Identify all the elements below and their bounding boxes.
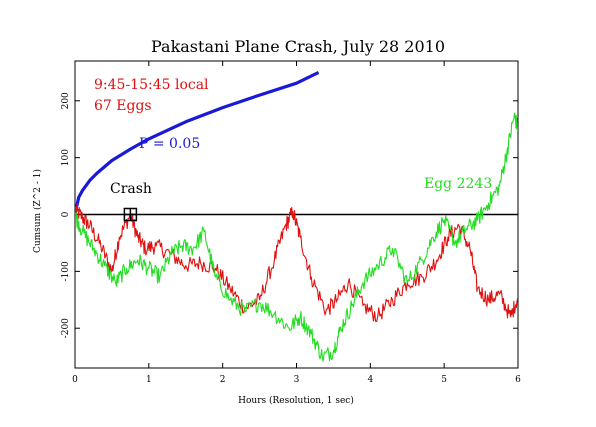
series-line-p-0-05 <box>75 70 320 215</box>
x-tick-label-3: 3 <box>294 375 300 385</box>
annotation-time-window: 9:45-15:45 local <box>94 77 209 93</box>
x-tick-label-6: 6 <box>515 375 521 385</box>
y-tick-label-0: 0 <box>61 211 71 217</box>
y-tick-label-100: 100 <box>61 149 71 166</box>
series-line-egg-2243 <box>75 112 518 362</box>
x-tick-label-2: 2 <box>220 375 226 385</box>
annotation-egg-count: 67 Eggs <box>94 98 152 114</box>
y-tick-label--200: -200 <box>61 318 71 338</box>
series-line-67-eggs <box>75 202 518 323</box>
x-tick-label-5: 5 <box>441 375 447 385</box>
x-axis-label: Hours (Resolution, 1 sec) <box>238 395 354 406</box>
x-tick-label-1: 1 <box>146 375 152 385</box>
y-tick-label-200: 200 <box>61 92 71 109</box>
annotation-event-label: Crash <box>110 181 152 197</box>
annotation-p-value: P = 0.05 <box>139 136 200 152</box>
annotation-egg-label: Egg 2243 <box>424 176 492 192</box>
x-tick-label-0: 0 <box>72 375 78 385</box>
y-tick-label--100: -100 <box>61 261 71 281</box>
x-tick-label-4: 4 <box>367 375 373 385</box>
y-axis-label: Cumsum (Z^2 - 1) <box>32 169 43 253</box>
plot-area: 0 1 2 3 4 5 6 -200 -100 0 100 200 <box>61 60 521 385</box>
chart-title: Pakastani Plane Crash, July 28 2010 <box>151 37 445 56</box>
